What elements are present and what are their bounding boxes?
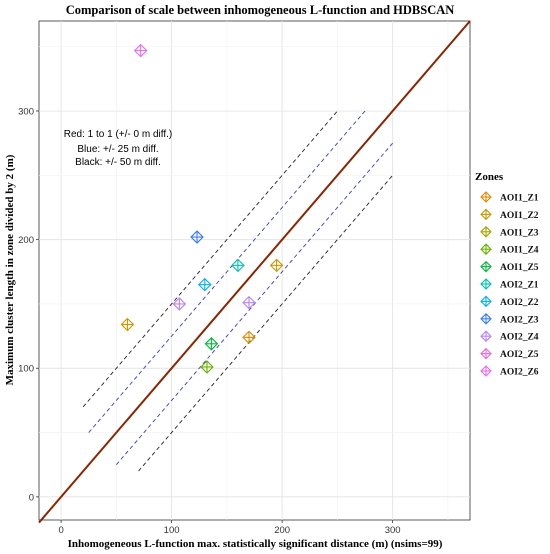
legend-label: AOI2_Z2 xyxy=(500,298,539,308)
data-point xyxy=(269,258,284,273)
data-point xyxy=(200,360,214,374)
data-points xyxy=(120,43,284,374)
data-point xyxy=(242,330,256,345)
data-point xyxy=(190,230,204,244)
reference-lines xyxy=(38,20,471,524)
x-tick-label: 100 xyxy=(164,525,180,536)
x-tick-label: 0 xyxy=(58,525,63,536)
legend-key xyxy=(480,313,492,325)
legend: Zones AOI1_Z1 AOI1_Z2 AOI1_Z3 AOI1_Z4 AOI1_Z… xyxy=(475,171,539,378)
legend-label: AOI2_Z5 xyxy=(500,350,539,360)
reference-line xyxy=(138,175,393,472)
data-point xyxy=(204,337,219,351)
legend-key xyxy=(480,226,492,238)
data-point xyxy=(172,297,187,311)
data-point xyxy=(133,43,148,58)
legend-key xyxy=(480,260,492,273)
legend-key xyxy=(480,278,492,290)
tick-labels: 0 100 200 300 0 100 200 300 xyxy=(18,107,400,536)
reference-line xyxy=(38,20,471,524)
legend-key xyxy=(480,347,492,360)
legend-key xyxy=(480,208,492,221)
y-tick-label: 0 xyxy=(29,492,34,503)
x-axis-title: Inhomogeneous L-function max. statistica… xyxy=(68,538,443,550)
annotation-line-2: Blue: +/- 25 m diff. xyxy=(77,144,158,155)
legend-key xyxy=(480,243,492,255)
legend-label: AOI2_Z1 xyxy=(500,281,539,291)
line-annotation: Red: 1 to 1 (+/- 0 m diff.) Blue: +/- 25… xyxy=(64,129,172,168)
y-axis-title: Maximum cluster length in zone divided b… xyxy=(4,154,16,385)
legend-label: AOI1_Z2 xyxy=(500,211,539,221)
chart-title: Comparison of scale between inhomogeneou… xyxy=(66,3,455,17)
data-point xyxy=(242,295,256,310)
data-point xyxy=(231,258,245,273)
y-tick-label: 300 xyxy=(18,107,34,118)
annotation-line-3: Black: +/- 50 m diff. xyxy=(75,157,161,168)
y-tick-label: 200 xyxy=(18,235,34,246)
legend-label: AOI1_Z1 xyxy=(500,194,539,204)
reference-line xyxy=(88,110,366,433)
x-tick-label: 300 xyxy=(385,525,401,536)
legend-label: AOI1_Z3 xyxy=(500,228,539,238)
data-point xyxy=(120,317,135,332)
legend-key xyxy=(480,191,492,203)
y-tick-label: 100 xyxy=(18,364,34,375)
grid xyxy=(39,21,470,520)
legend-title: Zones xyxy=(475,171,504,183)
legend-label: AOI1_Z4 xyxy=(500,246,539,256)
annotation-line-1: Red: 1 to 1 (+/- 0 m diff.) xyxy=(64,129,172,140)
legend-label: AOI2_Z4 xyxy=(500,333,539,343)
legend-label: AOI1_Z5 xyxy=(500,263,539,273)
legend-key xyxy=(480,330,492,342)
legend-key xyxy=(480,295,492,308)
legend-label: AOI2_Z6 xyxy=(500,368,539,378)
legend-key xyxy=(480,365,492,377)
legend-label: AOI2_Z3 xyxy=(500,315,539,325)
data-point xyxy=(197,277,212,292)
reference-line xyxy=(82,110,338,408)
x-tick-label: 200 xyxy=(274,525,290,536)
reference-line xyxy=(116,142,393,465)
